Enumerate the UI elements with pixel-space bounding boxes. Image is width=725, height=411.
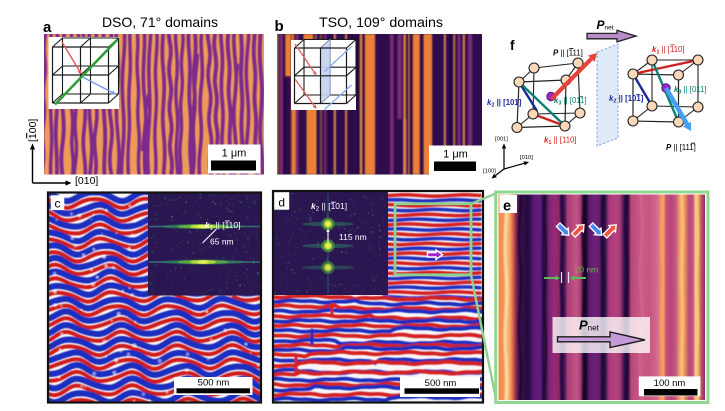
- svg-text:Pnet: Pnet: [597, 18, 614, 32]
- svg-text:d: d: [278, 196, 285, 210]
- svg-text:[001]: [001]: [495, 137, 508, 143]
- svg-text:500 nm: 500 nm: [425, 378, 457, 389]
- svg-text:e: e: [503, 199, 511, 215]
- svg-text:P || [111]: P || [111]: [553, 49, 583, 58]
- svg-text:TSO, 109° domains: TSO, 109° domains: [319, 15, 443, 31]
- svg-text:[010]: [010]: [75, 175, 98, 187]
- svg-text:65 nm: 65 nm: [210, 237, 234, 247]
- svg-text:[100]: [100]: [27, 119, 39, 142]
- svg-text:k1 || [110]: k1 || [110]: [205, 220, 241, 232]
- svg-text:[010]: [010]: [520, 155, 533, 161]
- svg-text:k2 || [101]: k2 || [101]: [487, 98, 522, 108]
- svg-text:c: c: [55, 197, 61, 211]
- svg-text:P || [111]: P || [111]: [666, 143, 696, 152]
- svg-text:k3 || [011]: k3 || [011]: [674, 85, 707, 95]
- svg-text:a: a: [43, 19, 52, 36]
- svg-text:DSO, 71° domains: DSO, 71° domains: [102, 14, 218, 30]
- svg-text:500 nm: 500 nm: [198, 378, 230, 389]
- svg-text:1 μm: 1 μm: [443, 149, 468, 161]
- svg-text:100 nm: 100 nm: [654, 378, 686, 389]
- svg-text:k1 || [110]: k1 || [110]: [652, 45, 685, 55]
- svg-text:[100]: [100]: [483, 169, 496, 175]
- svg-text:20 nm: 20 nm: [575, 265, 599, 275]
- svg-text:1 μm: 1 μm: [222, 148, 247, 160]
- svg-text:k2 || [101]: k2 || [101]: [609, 94, 644, 104]
- svg-text:b: b: [275, 18, 284, 35]
- svg-text:k2 || [101]: k2 || [101]: [311, 201, 347, 213]
- svg-text:k3 || [011]: k3 || [011]: [554, 96, 587, 106]
- svg-text:Pnet: Pnet: [579, 318, 600, 333]
- svg-text:115 nm: 115 nm: [339, 232, 367, 242]
- svg-text:k1 || [110]: k1 || [110]: [544, 136, 577, 146]
- svg-text:f: f: [510, 38, 515, 53]
